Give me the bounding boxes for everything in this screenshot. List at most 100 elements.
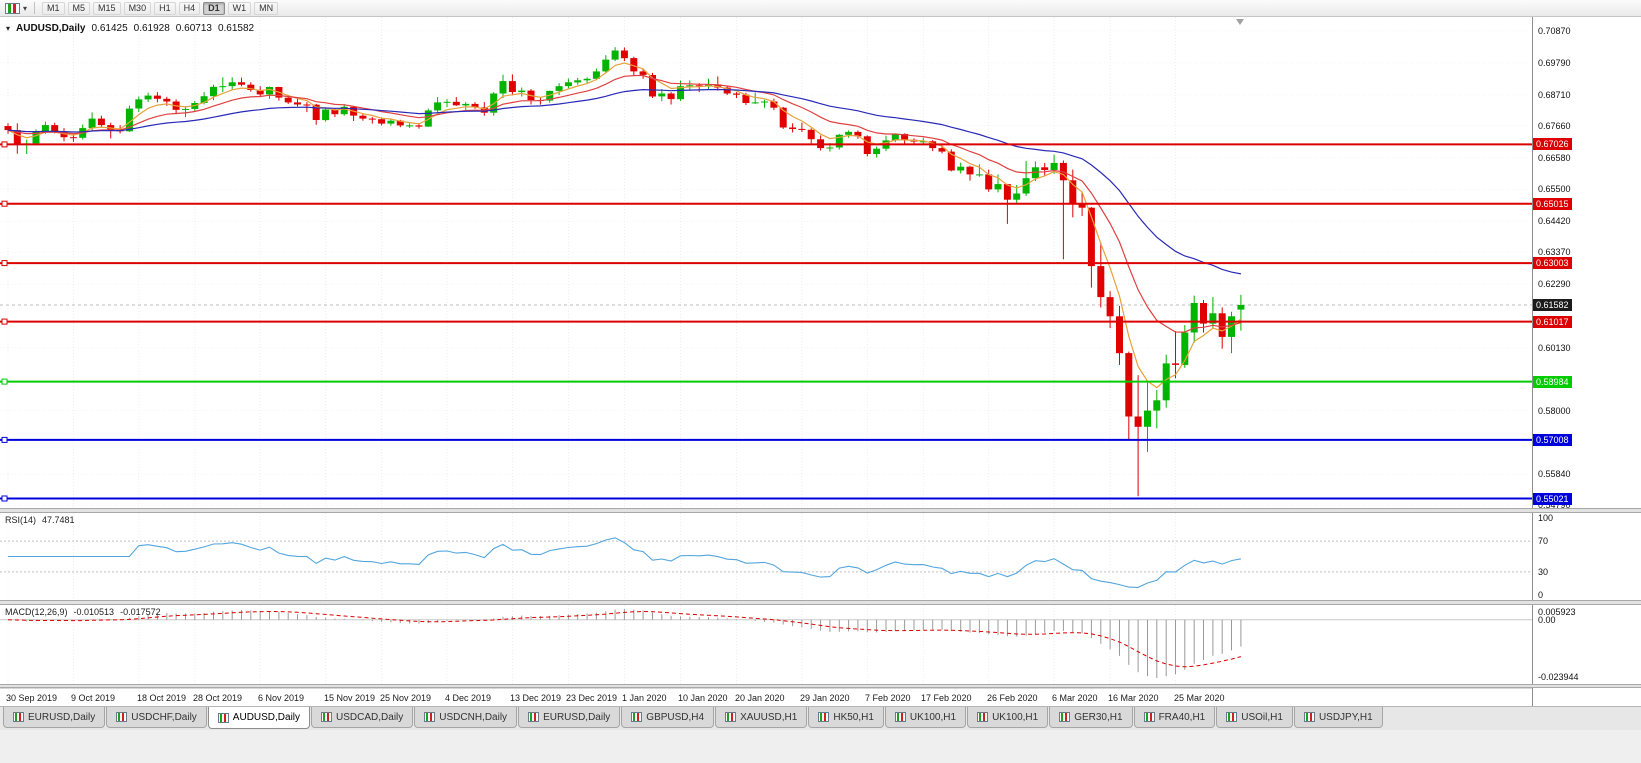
price-axis-tick: 0.68710 xyxy=(1538,90,1571,100)
date-axis-tick: 18 Oct 2019 xyxy=(137,693,187,703)
rsi-axis-tick: 0 xyxy=(1538,590,1544,600)
macd-signal-value: -0.017572 xyxy=(120,607,161,617)
date-axis-tick: 25 Mar 2020 xyxy=(1174,693,1225,703)
tab-eurusd-daily-1[interactable]: EURUSD,Daily xyxy=(3,707,106,728)
price-axis-tick: 0.60130 xyxy=(1538,343,1571,353)
timeframe-button-h4[interactable]: H4 xyxy=(178,1,201,15)
tab-usdcnh-daily[interactable]: USDCNH,Daily xyxy=(414,707,518,728)
chart-window: ▾ AUDUSD,Daily 0.61425 0.61928 0.60713 0… xyxy=(0,17,1641,706)
tab-usdjpy-h1[interactable]: USDJPY,H1 xyxy=(1293,707,1383,728)
date-axis-tick: 4 Dec 2019 xyxy=(445,693,492,703)
tab-usoil-h1[interactable]: USOil,H1 xyxy=(1216,707,1293,728)
date-axis-tick: 1 Jan 2020 xyxy=(622,693,667,703)
timeframe-button-m5[interactable]: M5 xyxy=(67,1,91,15)
tab-usdcad-daily[interactable]: USDCAD,Daily xyxy=(311,707,414,728)
ohlc-high: 0.61928 xyxy=(133,23,170,34)
tab-hk50-h1[interactable]: HK50,H1 xyxy=(808,707,884,728)
date-axis-tick: 7 Feb 2020 xyxy=(865,693,911,703)
tab-fra40-h1[interactable]: FRA40,H1 xyxy=(1133,707,1216,728)
date-axis-tick: 9 Oct 2019 xyxy=(71,693,116,703)
date-axis-tick: 16 Mar 2020 xyxy=(1108,693,1159,703)
tab-chart-icon xyxy=(1143,712,1155,722)
date-axis-tick: 30 Sep 2019 xyxy=(6,693,58,703)
tab-ger30-h1[interactable]: GER30,H1 xyxy=(1049,707,1133,728)
tab-chart-icon xyxy=(528,712,540,722)
tab-chart-icon xyxy=(818,712,830,722)
tab-chart-icon xyxy=(321,712,333,722)
collapse-arrow-icon[interactable]: ▾ xyxy=(6,24,11,33)
tab-label: USDCNH,Daily xyxy=(439,711,508,723)
timeframe-button-mn[interactable]: MN xyxy=(254,1,279,15)
tab-eurusd-daily-2[interactable]: EURUSD,Daily xyxy=(518,707,621,728)
macd-panel-splitter[interactable] xyxy=(0,600,1641,605)
level-price-label: 0.57008 xyxy=(1533,434,1572,446)
tab-chart-icon xyxy=(977,712,989,722)
rsi-axis-tick: 30 xyxy=(1538,567,1549,577)
price-axis-tick: 0.65500 xyxy=(1538,184,1571,194)
date-axis-tick: 6 Mar 2020 xyxy=(1052,693,1098,703)
tab-gbpusd-h4[interactable]: GBPUSD,H4 xyxy=(621,707,715,728)
toolbar-separator xyxy=(34,2,36,14)
tab-chart-icon xyxy=(13,712,24,722)
timeframe-button-m15[interactable]: M15 xyxy=(93,1,121,15)
macd-main-value: -0.010513 xyxy=(73,607,115,617)
price-axis-tick: 0.58000 xyxy=(1538,406,1571,416)
date-axis-tick: 13 Dec 2019 xyxy=(510,693,562,703)
tab-uk100-h1-2[interactable]: UK100,H1 xyxy=(967,707,1049,728)
tab-label: EURUSD,Daily xyxy=(28,711,96,723)
date-axis-tick: 28 Oct 2019 xyxy=(193,693,243,703)
tab-usdchf-daily[interactable]: USDCHF,Daily xyxy=(106,707,207,728)
current-price-label: 0.61582 xyxy=(1533,299,1572,311)
rsi-indicator-canvas[interactable] xyxy=(0,513,1532,600)
rsi-axis-tick: 70 xyxy=(1538,536,1549,546)
price-chart-canvas[interactable] xyxy=(0,17,1532,508)
level-price-label: 0.63003 xyxy=(1533,257,1572,269)
date-axis-tick: 26 Feb 2020 xyxy=(987,693,1038,703)
tab-audusd-daily[interactable]: AUDUSD,Daily xyxy=(207,707,311,729)
tab-chart-icon xyxy=(1303,712,1315,722)
level-price-label: 0.61017 xyxy=(1533,316,1572,328)
tab-label: HK50,H1 xyxy=(833,711,874,723)
timeframe-button-m30[interactable]: M30 xyxy=(123,1,152,15)
ohlc-low: 0.60713 xyxy=(175,23,212,34)
macd-axis-tick: 0.005923 xyxy=(1538,607,1576,617)
macd-label: MACD(12,26,9) -0.010513 -0.017572 xyxy=(5,607,161,617)
tab-chart-icon xyxy=(116,712,128,722)
timeframe-button-h1[interactable]: H1 xyxy=(154,1,176,15)
macd-axis-tick: 0.00 xyxy=(1538,615,1556,625)
level-price-label: 0.67026 xyxy=(1533,138,1572,150)
tab-label: AUDUSD,Daily xyxy=(232,712,301,723)
tab-xauusd-h1[interactable]: XAUUSD,H1 xyxy=(715,707,808,728)
level-price-label: 0.55021 xyxy=(1533,493,1572,505)
price-axis[interactable]: 0.70870 0.69790 0.68710 0.67660 0.66580 0.655… xyxy=(1532,17,1641,706)
date-axis-tick: 15 Nov 2019 xyxy=(324,693,376,703)
price-axis-tick: 0.55840 xyxy=(1538,469,1571,479)
date-axis-tick: 25 Nov 2019 xyxy=(380,693,432,703)
ohlc-open: 0.61425 xyxy=(91,23,128,34)
timeframe-button-w1[interactable]: W1 xyxy=(227,1,252,15)
symbol-label: AUDUSD,Daily xyxy=(16,23,86,34)
date-axis[interactable]: 30 Sep 2019 9 Oct 2019 18 Oct 2019 28 Oct 2… xyxy=(0,688,1532,706)
price-axis-tick: 0.66580 xyxy=(1538,153,1571,163)
chart-type-caret-icon[interactable]: ▾ xyxy=(23,3,28,13)
tab-label: GBPUSD,H4 xyxy=(646,711,705,723)
rsi-panel-splitter[interactable] xyxy=(0,508,1641,513)
timeframe-button-m1[interactable]: M1 xyxy=(42,1,65,15)
price-axis-tick: 0.69790 xyxy=(1538,58,1571,68)
price-axis-tick: 0.70870 xyxy=(1538,26,1571,36)
chart-type-icon[interactable] xyxy=(5,2,20,14)
timeframe-button-d1[interactable]: D1 xyxy=(203,1,225,15)
macd-name: MACD(12,26,9) xyxy=(5,607,68,617)
tab-uk100-h1-1[interactable]: UK100,H1 xyxy=(884,707,967,728)
date-axis-tick: 29 Jan 2020 xyxy=(800,693,850,703)
date-axis-tick: 23 Dec 2019 xyxy=(566,693,618,703)
price-axis-tick: 0.67660 xyxy=(1538,121,1571,131)
tab-label: UK100,H1 xyxy=(909,711,957,723)
tab-label: USDCHF,Daily xyxy=(131,711,197,723)
tab-label: USDCAD,Daily xyxy=(336,711,404,723)
date-axis-tick: 20 Jan 2020 xyxy=(735,693,785,703)
price-axis-tick: 0.54790 xyxy=(1538,500,1571,510)
macd-indicator-canvas[interactable] xyxy=(0,605,1532,684)
tab-label: FRA40,H1 xyxy=(1158,711,1206,723)
tab-label: USDJPY,H1 xyxy=(1318,711,1373,723)
